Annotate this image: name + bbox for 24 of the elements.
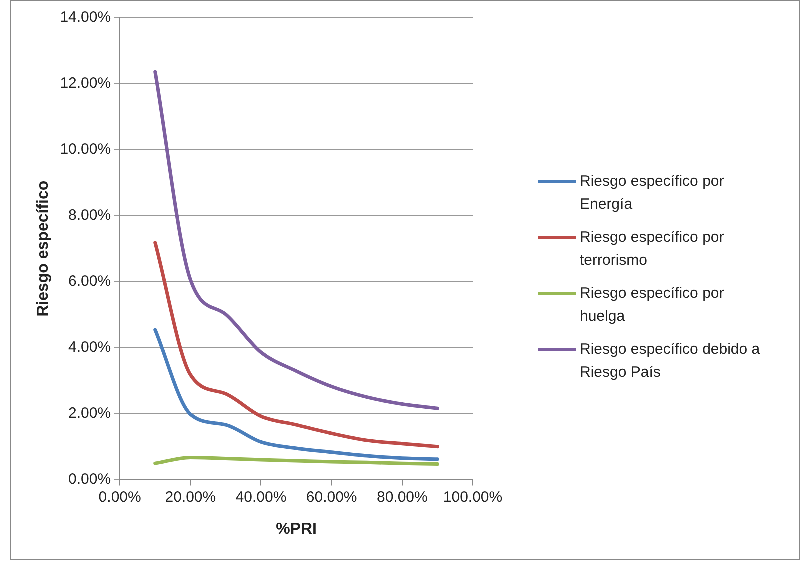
legend-label: Riesgo específico por Energía <box>580 172 726 215</box>
y-tick-label: 10.00% <box>60 141 112 158</box>
x-axis-title: %PRI <box>276 520 317 538</box>
y-axis-title: Riesgo específico <box>35 180 52 317</box>
x-tick-label: 40.00% <box>236 488 287 506</box>
line-series <box>154 456 440 466</box>
x-tick-label: 100.00% <box>443 488 503 506</box>
x-tick-label: 20.00% <box>165 488 216 506</box>
y-tick-label: 12.00% <box>60 75 112 92</box>
line-series <box>154 70 440 410</box>
line-series <box>154 241 440 449</box>
y-tick-label: 4.00% <box>68 339 112 356</box>
y-tick-label: 6.00% <box>68 273 112 290</box>
legend-label: Riesgo específico por huelga <box>580 284 726 327</box>
y-tick-label: 8.00% <box>68 207 112 224</box>
x-tick-label: 60.00% <box>306 488 358 506</box>
x-tick-label: 80.00% <box>376 488 428 506</box>
y-tick-label: 2.00% <box>68 404 112 422</box>
x-tick-label: 0.00% <box>98 488 142 506</box>
legend-label: Riesgo específico por terrorismo <box>580 228 726 271</box>
legend-label: Riesgo específico debido a Riesgo País <box>580 340 762 383</box>
y-tick-label: 0.00% <box>68 470 112 488</box>
y-tick-label: 14.00% <box>60 9 112 26</box>
line-series <box>154 328 440 462</box>
